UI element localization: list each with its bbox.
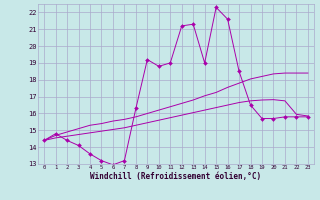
X-axis label: Windchill (Refroidissement éolien,°C): Windchill (Refroidissement éolien,°C) [91, 172, 261, 181]
